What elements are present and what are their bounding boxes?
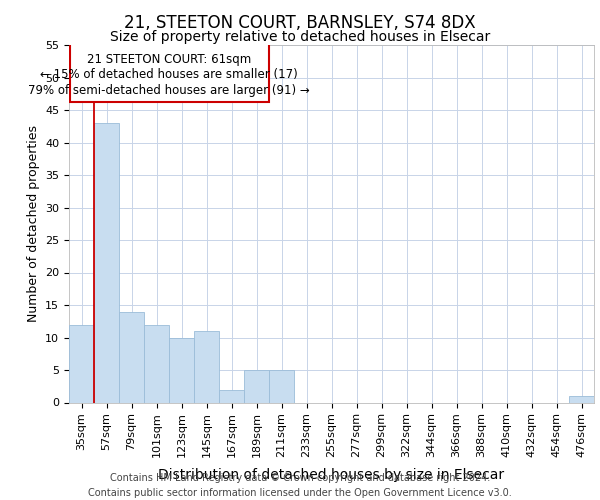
Y-axis label: Number of detached properties: Number of detached properties bbox=[26, 125, 40, 322]
Bar bbox=[94, 123, 119, 402]
Text: 21, STEETON COURT, BARNSLEY, S74 8DX: 21, STEETON COURT, BARNSLEY, S74 8DX bbox=[124, 14, 476, 32]
Bar bbox=[269, 370, 293, 402]
Text: 79% of semi-detached houses are larger (91) →: 79% of semi-detached houses are larger (… bbox=[28, 84, 310, 97]
Text: ← 15% of detached houses are smaller (17): ← 15% of detached houses are smaller (17… bbox=[40, 68, 298, 81]
Bar bbox=[169, 338, 194, 402]
Text: 21 STEETON COURT: 61sqm: 21 STEETON COURT: 61sqm bbox=[87, 53, 251, 66]
Text: Size of property relative to detached houses in Elsecar: Size of property relative to detached ho… bbox=[110, 30, 490, 44]
Bar bbox=[70, 324, 94, 402]
Bar bbox=[145, 324, 169, 402]
Bar bbox=[70, 42, 269, 102]
Bar bbox=[119, 312, 143, 402]
X-axis label: Distribution of detached houses by size in Elsecar: Distribution of detached houses by size … bbox=[158, 468, 505, 482]
Text: Contains HM Land Registry data © Crown copyright and database right 2024.
Contai: Contains HM Land Registry data © Crown c… bbox=[88, 472, 512, 498]
Bar bbox=[569, 396, 593, 402]
Bar bbox=[220, 390, 244, 402]
Bar bbox=[194, 331, 218, 402]
Bar bbox=[244, 370, 269, 402]
